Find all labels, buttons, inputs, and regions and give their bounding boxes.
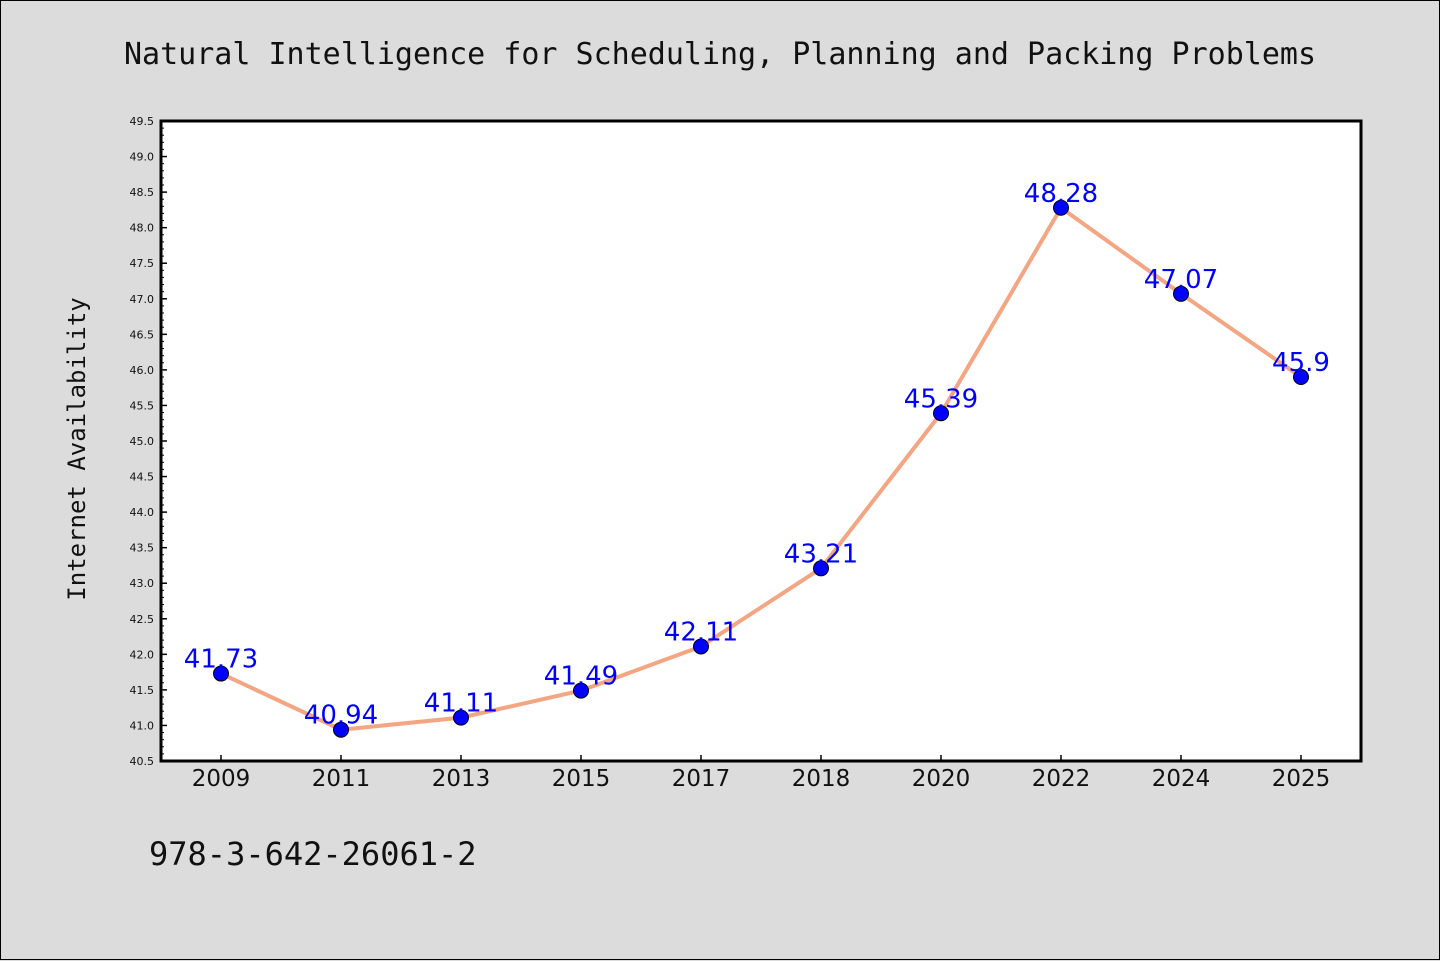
data-label: 48.28 [1024, 179, 1098, 209]
x-tick-label: 2015 [552, 766, 611, 792]
chart-title: Natural Intelligence for Scheduling, Pla… [124, 37, 1316, 72]
data-label: 42.11 [664, 618, 738, 648]
data-labels: 41.73 40.94 41.11 41.49 42.11 43.21 45.39 48.28… [184, 179, 1330, 731]
y-axis-ticks: 40.5 41.0 41.5 42.0 42.5 43.0 43.5 44.0 44.5 45.0… [130, 115, 167, 768]
data-point [333, 721, 349, 738]
y-axis-label: Internet Availability [63, 297, 91, 600]
data-point [933, 405, 949, 422]
data-point [573, 682, 589, 699]
y-tick-label: 44.5 [130, 471, 155, 484]
data-point [1293, 369, 1309, 385]
data-point [1173, 285, 1189, 302]
x-tick-label: 2009 [192, 766, 251, 792]
y-tick-label: 45.0 [130, 435, 155, 448]
series-line-group [219, 205, 1303, 732]
x-tick-label: 2020 [912, 766, 971, 792]
x-tick-label: 2022 [1032, 766, 1091, 792]
x-tick-label: 2017 [672, 766, 731, 792]
x-tick-label: 2024 [1152, 766, 1211, 792]
y-tick-label: 47.5 [130, 257, 155, 270]
data-point [453, 709, 469, 726]
data-point [813, 560, 829, 577]
y-tick-label: 46.0 [130, 364, 155, 377]
y-tick-label: 49.5 [130, 115, 155, 128]
data-label: 41.73 [184, 645, 258, 675]
data-label: 47.07 [1144, 265, 1218, 295]
y-tick-label: 49.0 [130, 151, 155, 164]
y-tick-label: 45.5 [130, 399, 155, 412]
data-label: 43.21 [784, 539, 858, 569]
y-tick-label: 47.0 [130, 293, 155, 306]
y-tick-label: 41.5 [130, 684, 155, 697]
data-markers [213, 199, 1309, 738]
x-tick-label: 2011 [312, 766, 371, 792]
x-axis-ticks: 2009 2011 2013 2015 2017 2018 2020 2022 2024 2025 [192, 755, 1331, 792]
y-tick-label: 48.5 [130, 186, 155, 199]
data-point [213, 665, 229, 682]
plot-area [159, 119, 1363, 763]
isbn-text: 978-3-642-26061-2 [149, 835, 477, 873]
y-tick-label: 48.0 [130, 222, 155, 235]
y-tick-label: 43.5 [130, 542, 155, 555]
y-tick-label: 41.0 [130, 719, 155, 732]
y-tick-label: 43.0 [130, 577, 155, 590]
y-tick-label: 44.0 [130, 506, 155, 519]
data-label: 41.11 [424, 689, 498, 719]
data-label: 45.9 [1272, 348, 1330, 378]
data-point [1053, 199, 1069, 216]
y-tick-label: 42.0 [130, 648, 155, 661]
y-tick-label: 46.5 [130, 328, 155, 341]
data-label: 41.49 [544, 662, 618, 692]
series-line [219, 205, 1303, 732]
data-label: 45.39 [904, 384, 978, 414]
y-tick-label: 42.5 [130, 613, 155, 626]
data-point [693, 638, 709, 655]
y-tick-label: 40.5 [130, 755, 155, 768]
x-tick-label: 2018 [792, 766, 851, 792]
data-label: 40.94 [304, 701, 378, 731]
x-tick-label: 2025 [1272, 766, 1331, 792]
x-tick-label: 2013 [432, 766, 491, 792]
